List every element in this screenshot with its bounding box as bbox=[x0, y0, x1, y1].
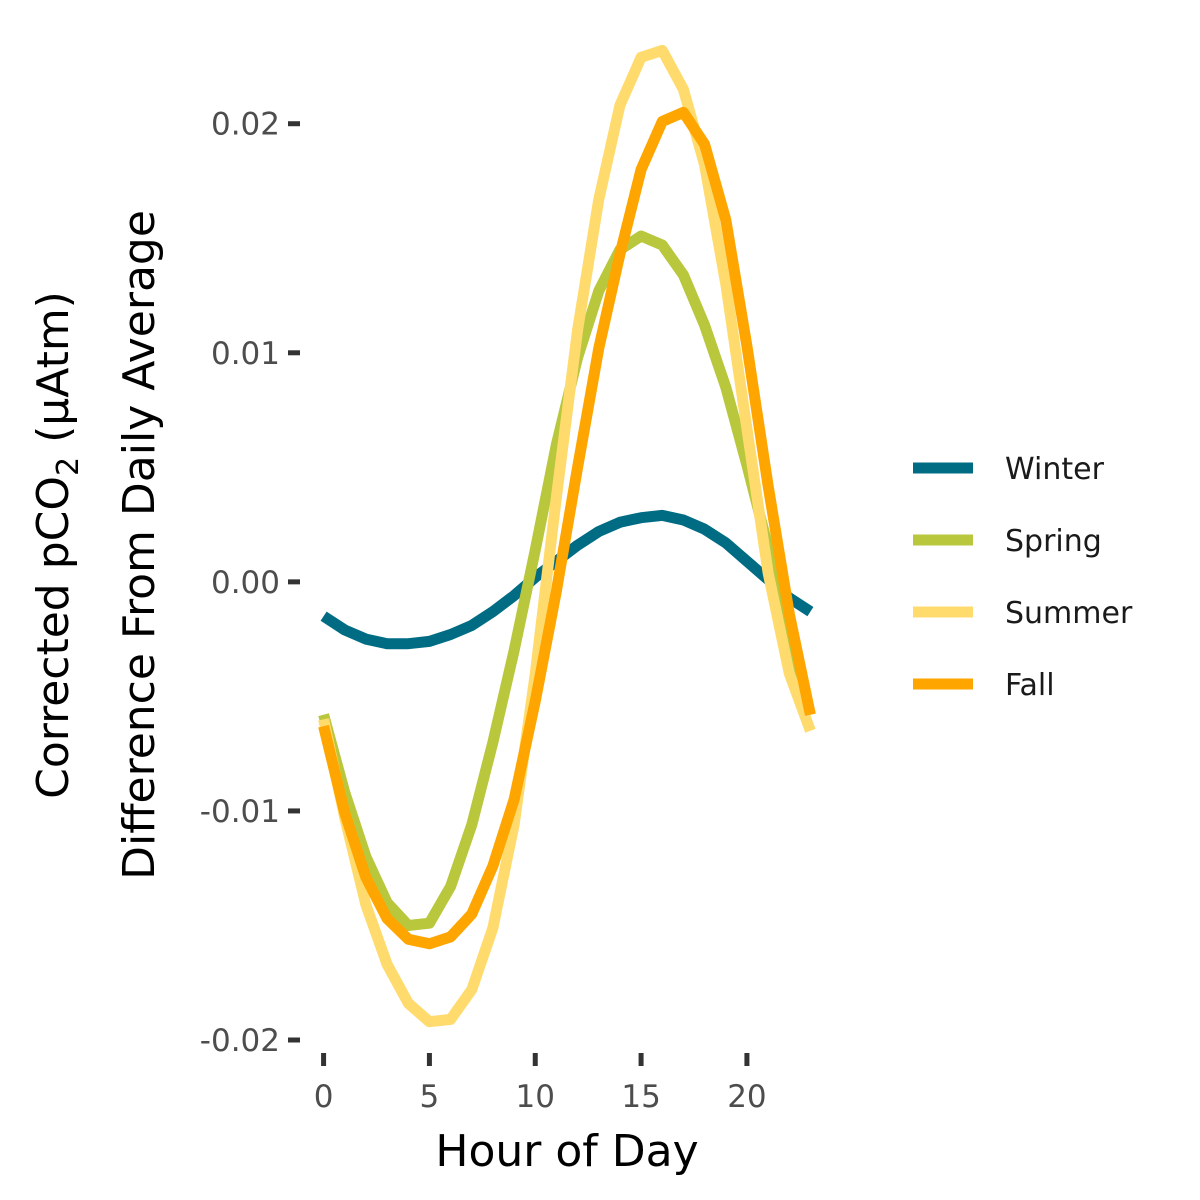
y-tick-label: -0.01 bbox=[200, 794, 280, 830]
y-axis-title-subscript: 2 bbox=[51, 457, 86, 476]
x-axis: 0 5 10 15 20 bbox=[314, 1053, 767, 1115]
y-axis-title: Corrected pCO2 (µAtm) Difference From Da… bbox=[28, 210, 165, 880]
y-tick-label: -0.02 bbox=[200, 1023, 280, 1059]
y-axis: -0.02 -0.01 0.00 0.01 0.02 bbox=[200, 107, 300, 1059]
x-tick-label: 15 bbox=[621, 1079, 660, 1115]
legend-label-summer: Summer bbox=[1005, 596, 1133, 631]
x-tick-label: 5 bbox=[420, 1079, 440, 1115]
legend-label-winter: Winter bbox=[1005, 452, 1105, 487]
y-tick-label: 0.00 bbox=[211, 565, 280, 601]
x-axis-title: Hour of Day bbox=[435, 1126, 698, 1177]
series-line-summer bbox=[318, 44, 816, 1028]
y-axis-title-line1-suffix: (µAtm) bbox=[28, 291, 79, 457]
x-tick-label: 10 bbox=[516, 1079, 555, 1115]
x-tick-label: 20 bbox=[727, 1079, 766, 1115]
series-line-fall bbox=[318, 106, 816, 950]
y-axis-title-line1-prefix: Corrected pCO bbox=[28, 476, 79, 799]
legend-label-spring: Spring bbox=[1005, 524, 1102, 559]
legend: Winter Spring Summer Fall bbox=[913, 452, 1133, 703]
plot-series bbox=[318, 44, 816, 1028]
y-tick-label: 0.02 bbox=[211, 107, 280, 143]
x-tick-label: 0 bbox=[314, 1079, 334, 1115]
y-axis-title-line2: Difference From Daily Average bbox=[114, 210, 165, 880]
svg-text:Corrected pCO2 (µAtm): Corrected pCO2 (µAtm) bbox=[28, 291, 86, 799]
legend-label-fall: Fall bbox=[1005, 668, 1055, 703]
y-tick-label: 0.01 bbox=[211, 336, 280, 372]
